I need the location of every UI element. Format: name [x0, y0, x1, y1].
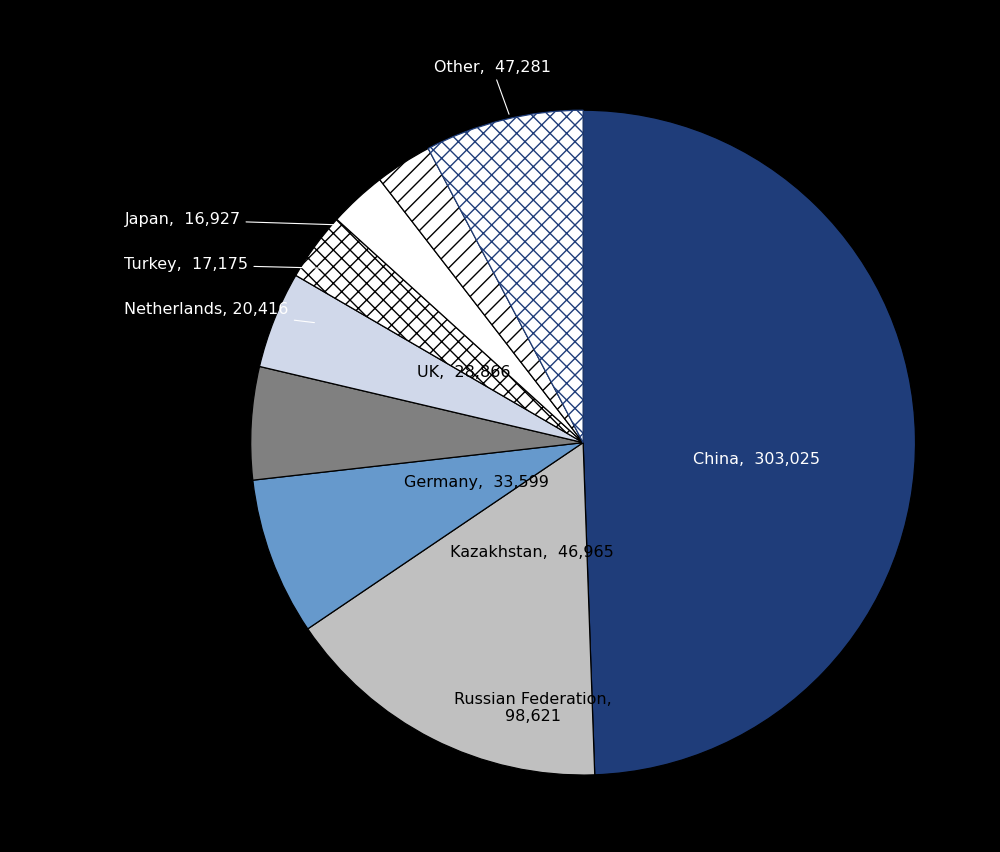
Text: Turkey,  17,175: Turkey, 17,175 [124, 257, 321, 273]
Wedge shape [583, 110, 916, 774]
Wedge shape [251, 366, 583, 481]
Text: UK,  28,866: UK, 28,866 [417, 366, 510, 380]
Wedge shape [296, 219, 583, 443]
Text: Japan,  16,927: Japan, 16,927 [124, 212, 338, 227]
Wedge shape [380, 148, 583, 443]
Text: Kazakhstan,  46,965: Kazakhstan, 46,965 [450, 544, 614, 560]
Text: China,  303,025: China, 303,025 [693, 452, 820, 467]
Text: Russian Federation,
98,621: Russian Federation, 98,621 [454, 692, 612, 724]
Wedge shape [253, 443, 583, 629]
Text: Netherlands, 20,416: Netherlands, 20,416 [124, 302, 314, 323]
Wedge shape [308, 443, 595, 775]
Wedge shape [337, 180, 583, 443]
Wedge shape [260, 275, 583, 443]
Text: Other,  47,281: Other, 47,281 [434, 60, 551, 114]
Text: Germany,  33,599: Germany, 33,599 [404, 475, 548, 490]
Wedge shape [428, 110, 583, 443]
